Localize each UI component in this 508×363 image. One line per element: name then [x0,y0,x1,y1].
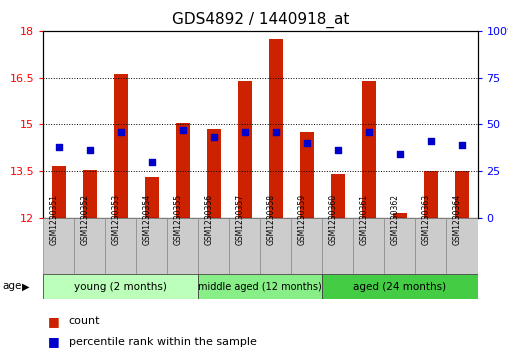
Point [365,129,373,135]
Bar [354,218,385,274]
Bar [136,218,167,274]
Text: GSM1230352: GSM1230352 [81,194,90,245]
Text: middle aged (12 months): middle aged (12 months) [199,282,322,292]
Bar [447,218,478,274]
Bar [229,218,260,274]
Point [303,140,311,146]
Text: ▶: ▶ [22,281,29,291]
Text: ■: ■ [48,335,60,348]
Bar [292,218,323,274]
Title: GDS4892 / 1440918_at: GDS4892 / 1440918_at [172,12,349,28]
Point [334,148,342,154]
Text: age: age [3,281,22,291]
Text: count: count [69,316,100,326]
Bar [43,218,74,274]
Bar [176,123,190,218]
Point [458,142,466,148]
Text: ■: ■ [48,315,60,328]
Bar [393,213,407,218]
Text: GSM1230359: GSM1230359 [298,194,307,245]
Bar [198,218,229,274]
Bar [260,218,292,274]
Bar [238,81,252,218]
Text: GSM1230360: GSM1230360 [329,194,338,245]
Point [86,148,94,154]
Bar [269,38,283,218]
Text: GSM1230353: GSM1230353 [112,194,121,245]
Text: GSM1230362: GSM1230362 [391,194,400,245]
Text: aged (24 months): aged (24 months) [354,282,447,292]
Point [272,129,280,135]
Point [241,129,249,135]
Point [210,135,218,140]
Text: GSM1230358: GSM1230358 [267,194,276,245]
Text: GSM1230361: GSM1230361 [360,194,369,245]
Text: young (2 months): young (2 months) [74,282,167,292]
Text: GSM1230364: GSM1230364 [453,194,462,245]
Bar [52,166,66,218]
Bar [167,218,198,274]
Text: GSM1230351: GSM1230351 [50,194,59,245]
Bar [198,274,323,299]
Point [148,159,156,164]
Bar [424,171,438,218]
Text: GSM1230354: GSM1230354 [143,194,152,245]
Bar [300,132,314,218]
Point [117,129,125,135]
Bar [385,218,416,274]
Bar [43,274,198,299]
Text: GSM1230356: GSM1230356 [205,194,214,245]
Bar [114,74,128,218]
Bar [323,274,478,299]
Bar [455,171,469,218]
Text: percentile rank within the sample: percentile rank within the sample [69,337,257,347]
Bar [416,218,447,274]
Point [179,127,187,133]
Point [396,151,404,157]
Bar [74,218,105,274]
Bar [207,129,221,218]
Bar [145,177,158,218]
Text: GSM1230357: GSM1230357 [236,194,245,245]
Bar [105,218,136,274]
Point [427,138,435,144]
Text: GSM1230363: GSM1230363 [422,194,431,245]
Bar [362,81,376,218]
Text: GSM1230355: GSM1230355 [174,194,183,245]
Point [55,144,63,150]
Bar [331,174,345,218]
Bar [323,218,354,274]
Bar [83,170,97,218]
